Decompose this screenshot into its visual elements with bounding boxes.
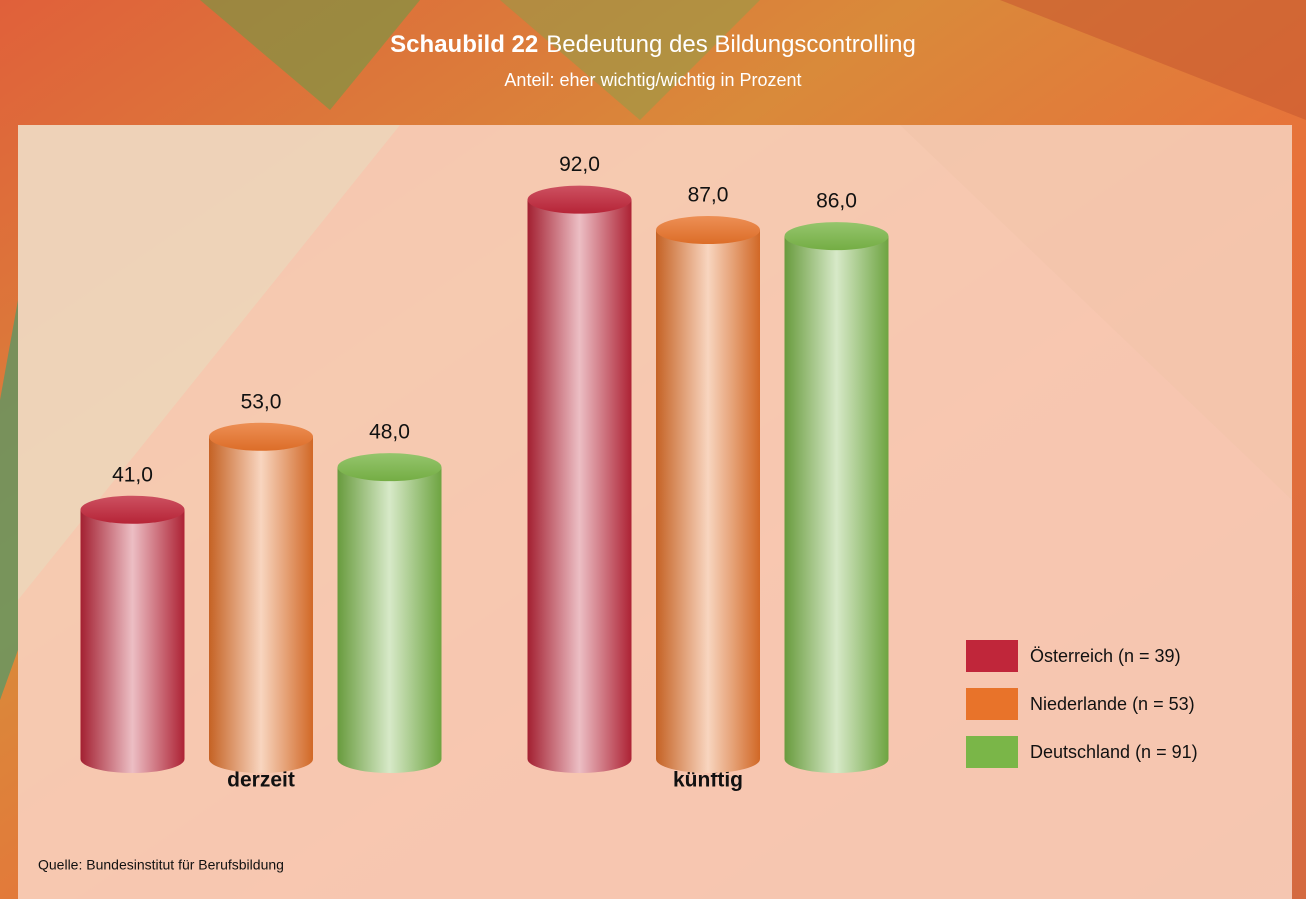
bar [527, 199, 632, 773]
value-label: 92,0 [559, 153, 600, 176]
bar [80, 509, 185, 773]
legend-label: Österreich (n = 39) [1030, 646, 1181, 666]
value-label: 53,0 [241, 390, 282, 413]
source-note: Quelle: Bundesinstitut für Berufsbildung [38, 857, 284, 873]
bg-shape [1000, 0, 1306, 120]
x-tick-label: derzeit [227, 769, 295, 792]
bar [656, 230, 760, 774]
bg-shape [500, 0, 760, 120]
chart-title: Schaubild 22 Bedeutung des Bildungscontro… [390, 31, 916, 58]
bar-top [527, 185, 632, 214]
bar [337, 467, 442, 773]
value-label: 41,0 [112, 463, 153, 486]
value-label: 87,0 [688, 184, 729, 207]
bg-shape [900, 125, 1292, 500]
legend-label: Niederlande (n = 53) [1030, 694, 1195, 714]
bar-top [656, 216, 760, 245]
title-text: Bedeutung des Bildungscontrolling [546, 31, 916, 58]
legend-swatch [966, 688, 1018, 720]
bg-shape [0, 300, 18, 700]
bar-top [209, 422, 313, 451]
bg-shape [18, 125, 400, 600]
bar [209, 436, 313, 773]
legend-swatch [966, 640, 1018, 672]
bg-shape [200, 0, 420, 110]
bar-top [80, 495, 185, 524]
legend-swatch [966, 736, 1018, 768]
value-label: 48,0 [369, 421, 410, 444]
x-tick-label: künftig [673, 769, 743, 792]
value-label: 86,0 [816, 190, 857, 213]
legend-label: Deutschland (n = 91) [1030, 742, 1198, 762]
bar-top [784, 222, 889, 251]
bar-top [337, 453, 442, 482]
chart-subtitle: Anteil: eher wichtig/wichtig in Prozent [504, 70, 801, 90]
bar [784, 236, 889, 773]
title-label: Schaubild 22 [390, 31, 538, 58]
